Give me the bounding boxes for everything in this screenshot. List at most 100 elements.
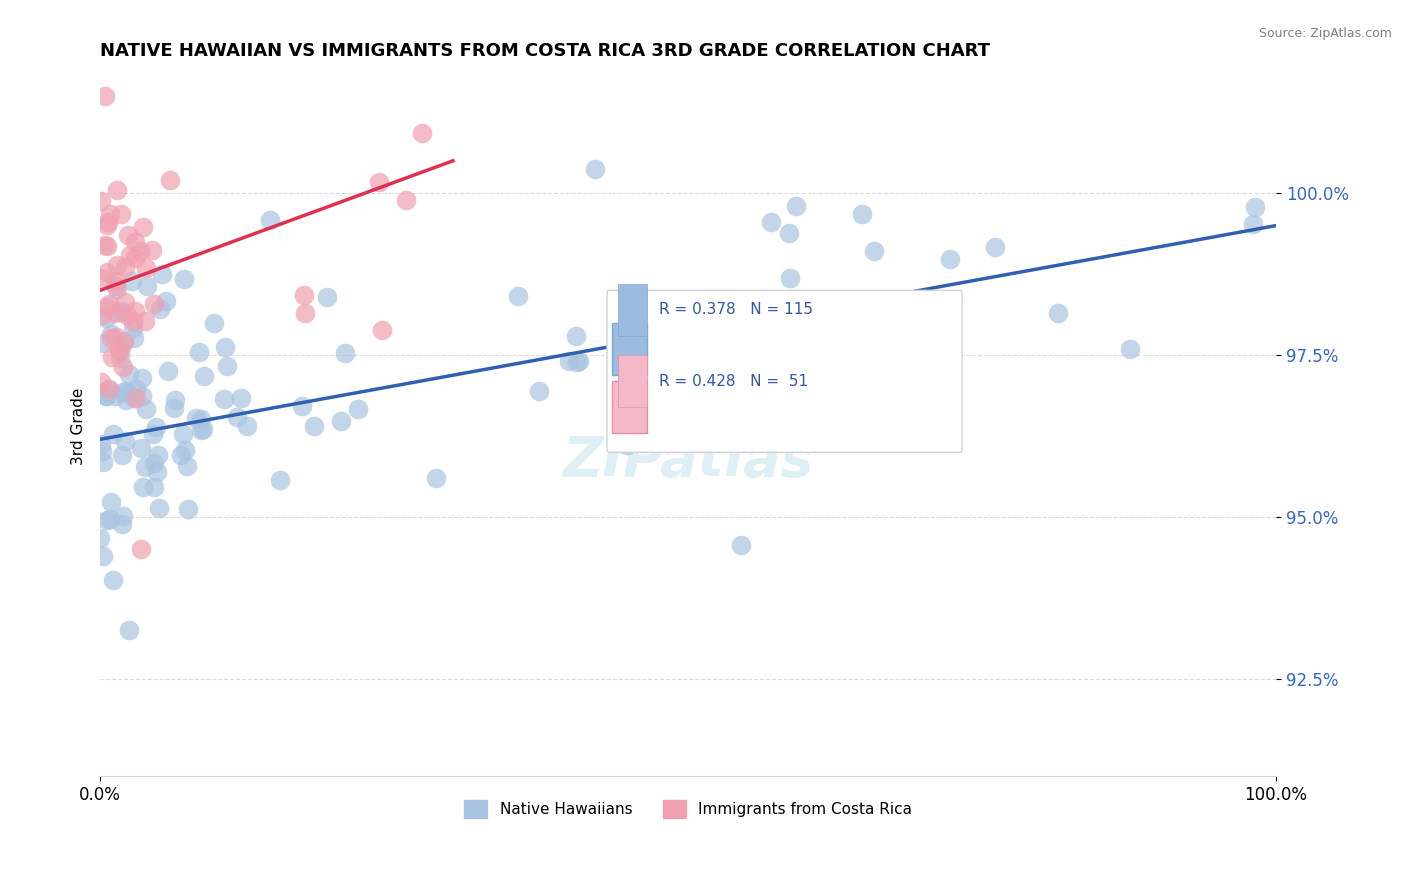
Point bbox=[90, 437, 112, 451]
Point bbox=[98, 382, 121, 396]
Point bbox=[173, 271, 195, 285]
Text: R = 0.428   N =  51: R = 0.428 N = 51 bbox=[659, 374, 808, 389]
Point bbox=[176, 459, 198, 474]
Point bbox=[779, 271, 801, 285]
Text: ZIPatlas: ZIPatlas bbox=[562, 434, 814, 488]
Point bbox=[89, 531, 111, 545]
Point bbox=[347, 402, 370, 417]
Point bbox=[170, 448, 193, 462]
Point bbox=[142, 426, 165, 441]
Point bbox=[984, 240, 1007, 254]
Point bbox=[132, 479, 155, 493]
Point bbox=[259, 213, 281, 227]
Point bbox=[135, 279, 157, 293]
Point bbox=[159, 173, 181, 187]
Point bbox=[844, 332, 866, 346]
Point bbox=[104, 305, 127, 319]
Point bbox=[100, 327, 122, 342]
Point bbox=[124, 235, 146, 249]
Point bbox=[100, 495, 122, 509]
Point bbox=[110, 351, 132, 365]
Point bbox=[94, 389, 117, 403]
Point bbox=[236, 418, 259, 433]
Y-axis label: 3rd Grade: 3rd Grade bbox=[72, 388, 86, 465]
Point bbox=[583, 161, 606, 176]
Point bbox=[122, 331, 145, 345]
Point bbox=[823, 293, 845, 307]
Point bbox=[117, 227, 139, 242]
Legend: Native Hawaiians, Immigrants from Costa Rica: Native Hawaiians, Immigrants from Costa … bbox=[458, 794, 918, 824]
Point bbox=[105, 330, 128, 344]
Point bbox=[193, 368, 215, 383]
Point bbox=[122, 321, 145, 335]
Point bbox=[1241, 217, 1264, 231]
Bar bbox=[617, 355, 647, 407]
Point bbox=[229, 392, 252, 406]
Point bbox=[215, 359, 238, 373]
Point bbox=[371, 323, 394, 337]
Point bbox=[124, 304, 146, 318]
Point bbox=[114, 384, 136, 398]
Point bbox=[90, 375, 112, 389]
Point bbox=[761, 215, 783, 229]
Point bbox=[98, 384, 121, 398]
Point bbox=[1119, 342, 1142, 356]
Point bbox=[108, 344, 131, 359]
Point bbox=[368, 176, 391, 190]
Point bbox=[108, 343, 131, 358]
Point bbox=[785, 199, 807, 213]
Point bbox=[508, 289, 530, 303]
Point bbox=[163, 401, 186, 415]
Point bbox=[316, 290, 339, 304]
Point bbox=[132, 220, 155, 235]
Point bbox=[143, 456, 166, 470]
Bar bbox=[612, 323, 647, 375]
Point bbox=[187, 345, 209, 359]
Point bbox=[165, 393, 187, 408]
Point bbox=[616, 438, 638, 452]
Point bbox=[527, 384, 550, 398]
Point bbox=[558, 353, 581, 368]
Point bbox=[565, 328, 588, 343]
Point bbox=[1047, 306, 1070, 320]
Point bbox=[863, 244, 886, 258]
Point bbox=[226, 410, 249, 425]
Point bbox=[110, 516, 132, 531]
Point bbox=[96, 239, 118, 253]
Point bbox=[214, 340, 236, 354]
Point bbox=[870, 398, 893, 412]
Point bbox=[101, 350, 124, 364]
Point bbox=[96, 513, 118, 527]
Point bbox=[100, 331, 122, 345]
Point bbox=[125, 382, 148, 396]
Point bbox=[302, 419, 325, 434]
Point bbox=[567, 355, 589, 369]
Point bbox=[142, 480, 165, 494]
Point bbox=[101, 427, 124, 442]
Point bbox=[96, 300, 118, 314]
Point bbox=[112, 384, 135, 399]
Bar bbox=[612, 381, 647, 433]
Point bbox=[149, 301, 172, 316]
Point bbox=[778, 226, 800, 240]
Point bbox=[112, 334, 135, 348]
Point bbox=[115, 308, 138, 322]
Point bbox=[94, 238, 117, 252]
Point bbox=[292, 288, 315, 302]
Point bbox=[131, 371, 153, 385]
Point bbox=[730, 538, 752, 552]
Point bbox=[269, 473, 291, 487]
Point bbox=[94, 389, 117, 403]
Point bbox=[190, 412, 212, 426]
Point bbox=[125, 392, 148, 406]
Point bbox=[110, 305, 132, 319]
Point bbox=[141, 243, 163, 257]
Point bbox=[97, 214, 120, 228]
Point bbox=[173, 442, 195, 457]
Point bbox=[117, 386, 139, 401]
Point bbox=[91, 335, 114, 350]
Point bbox=[115, 393, 138, 408]
Point bbox=[176, 501, 198, 516]
Point bbox=[91, 271, 114, 285]
Point bbox=[740, 350, 762, 364]
